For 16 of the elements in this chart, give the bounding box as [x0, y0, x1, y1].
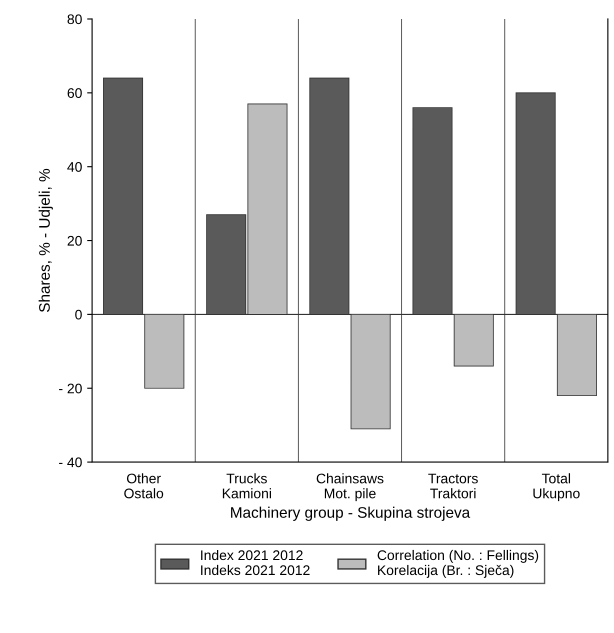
y-tick-label: 80: [68, 14, 82, 24]
y-tick-label: - 20: [59, 384, 82, 394]
x-tick-label: Chainsaws Mot. pile: [316, 473, 384, 502]
x-tick-label: Trucks Kamioni: [222, 473, 271, 498]
x-axis-title: Machinery group - Skupina strojeva: [231, 506, 470, 521]
x-tick-label: Tractors Traktori: [428, 474, 478, 498]
legend-label: Index 2021 2012 Indeks 2021 2012: [201, 550, 310, 576]
x-tick-label: Other Ostalo: [124, 473, 164, 498]
y-tick-label: 60: [68, 88, 82, 98]
y-tick-label: - 40: [59, 457, 82, 468]
y-axis-title: Shares, % - Udjeli, %: [38, 168, 53, 312]
legend-label: Correlation (No. : Fellings) Korelacija (Br. : Sječa): [378, 550, 538, 578]
y-tick-label: 0: [75, 310, 82, 320]
y-tick-label: 40: [67, 162, 82, 172]
y-tick-label: 20: [68, 236, 82, 246]
x-tick-label: Total Ukupno: [533, 473, 580, 502]
